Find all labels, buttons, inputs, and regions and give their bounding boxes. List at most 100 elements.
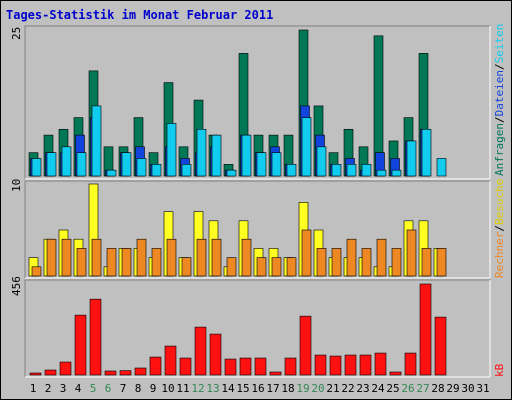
bar-kb-day-19	[299, 315, 312, 376]
day-label-18: 18	[281, 382, 294, 395]
day-label-20: 20	[311, 382, 324, 395]
legend-part: /	[493, 225, 506, 232]
bar-rechner-day-11	[181, 257, 192, 277]
top-series-legend: Anfragen/Dateien/Seiten	[493, 24, 506, 176]
bar-seiten-day-16	[256, 152, 267, 177]
bar-rechner-day-14	[226, 257, 237, 277]
legend-part: Rechner	[493, 231, 506, 278]
bar-kb-day-28	[434, 316, 447, 376]
bar-seiten-day-1	[31, 158, 42, 177]
day-label-10: 10	[161, 382, 174, 395]
day-label-15: 15	[236, 382, 249, 395]
bar-rechner-day-24	[376, 238, 387, 277]
bar-rechner-day-9	[151, 248, 162, 277]
bar-rechner-day-20	[316, 248, 327, 277]
bar-seiten-day-27	[421, 128, 432, 177]
bar-seiten-day-6	[106, 169, 117, 177]
bar-kb-day-3	[59, 361, 72, 376]
day-label-19: 19	[296, 382, 309, 395]
bar-kb-day-23	[359, 354, 372, 376]
bar-seiten-day-19	[301, 117, 312, 177]
bar-kb-day-15	[239, 357, 252, 376]
bar-kb-day-10	[164, 345, 177, 376]
bar-seiten-day-12	[196, 128, 207, 177]
bar-rechner-day-27	[421, 248, 432, 277]
day-label-14: 14	[221, 382, 235, 395]
bar-rechner-day-3	[61, 238, 72, 277]
bar-kb-day-8	[134, 367, 147, 376]
chart-bars	[28, 29, 447, 376]
bar-kb-day-2	[44, 369, 57, 376]
bar-kb-day-1	[29, 372, 42, 376]
legend-part: /	[493, 63, 506, 70]
bar-kb-day-6	[104, 370, 117, 376]
bar-rechner-day-1	[31, 266, 42, 277]
legend-part: Besuche	[493, 179, 506, 225]
bar-rechner-day-16	[256, 257, 267, 277]
day-label-29: 29	[446, 382, 459, 395]
day-label-16: 16	[251, 382, 264, 395]
bar-rechner-day-10	[166, 238, 177, 277]
day-label-9: 9	[150, 382, 157, 395]
bar-rechner-day-12	[196, 238, 207, 277]
bar-rechner-day-2	[46, 238, 57, 277]
bar-rechner-day-26	[406, 229, 417, 277]
legend-part: /	[493, 116, 506, 123]
bar-rechner-day-5	[91, 238, 102, 277]
bar-rechner-day-18	[286, 257, 297, 277]
bar-seiten-day-18	[286, 164, 297, 177]
bar-kb-day-26	[404, 352, 417, 376]
bar-seiten-day-22	[346, 164, 357, 177]
bar-rechner-day-28	[436, 248, 447, 277]
bar-rechner-day-7	[121, 248, 132, 277]
bar-kb-day-17	[269, 371, 282, 376]
bar-seiten-day-10	[166, 123, 177, 177]
day-label-5: 5	[90, 382, 97, 395]
bar-kb-day-20	[314, 354, 327, 376]
day-label-17: 17	[266, 382, 279, 395]
bar-seiten-day-4	[76, 152, 87, 177]
day-label-3: 3	[60, 382, 67, 395]
bar-seiten-day-15	[241, 134, 252, 177]
middle-y-max-label: 10	[10, 179, 23, 192]
bar-kb-day-13	[209, 333, 222, 376]
chart-title: Tages-Statistik im Monat Februar 2011	[6, 8, 273, 22]
bar-rechner-day-15	[241, 238, 252, 277]
day-label-21: 21	[326, 382, 339, 395]
bar-kb-day-12	[194, 326, 207, 376]
day-label-26: 26	[401, 382, 414, 395]
bar-kb-day-5	[89, 298, 102, 376]
bar-rechner-day-8	[136, 238, 147, 277]
day-label-25: 25	[386, 382, 399, 395]
bar-rechner-day-19	[301, 229, 312, 277]
bar-kb-day-4	[74, 314, 87, 376]
day-label-27: 27	[416, 382, 429, 395]
bar-kb-day-25	[389, 371, 402, 376]
legend-part: Seiten	[493, 24, 506, 64]
bar-seiten-day-8	[136, 158, 147, 177]
day-label-24: 24	[371, 382, 385, 395]
bar-seiten-day-17	[271, 152, 282, 177]
bar-kb-day-22	[344, 354, 357, 376]
bar-seiten-day-21	[331, 164, 342, 177]
bar-seiten-day-7	[121, 152, 132, 177]
bar-rechner-day-23	[361, 248, 372, 277]
bar-seiten-day-11	[181, 164, 192, 177]
bar-kb-day-11	[179, 357, 192, 376]
bar-rechner-day-13	[211, 238, 222, 277]
bar-rechner-day-4	[76, 248, 87, 277]
day-label-4: 4	[75, 382, 82, 395]
day-label-6: 6	[105, 382, 112, 395]
bar-seiten-day-20	[316, 146, 327, 177]
bar-kb-day-7	[119, 370, 132, 376]
bottom-y-max-label: 456	[10, 276, 23, 296]
bar-seiten-day-2	[46, 152, 57, 177]
bar-kb-day-27	[419, 283, 432, 376]
bar-seiten-day-5	[91, 105, 102, 177]
bar-kb-day-16	[254, 357, 267, 376]
bar-seiten-day-25	[391, 169, 402, 177]
day-label-22: 22	[341, 382, 354, 395]
bar-rechner-day-17	[271, 257, 282, 277]
bar-kb-day-24	[374, 352, 387, 376]
